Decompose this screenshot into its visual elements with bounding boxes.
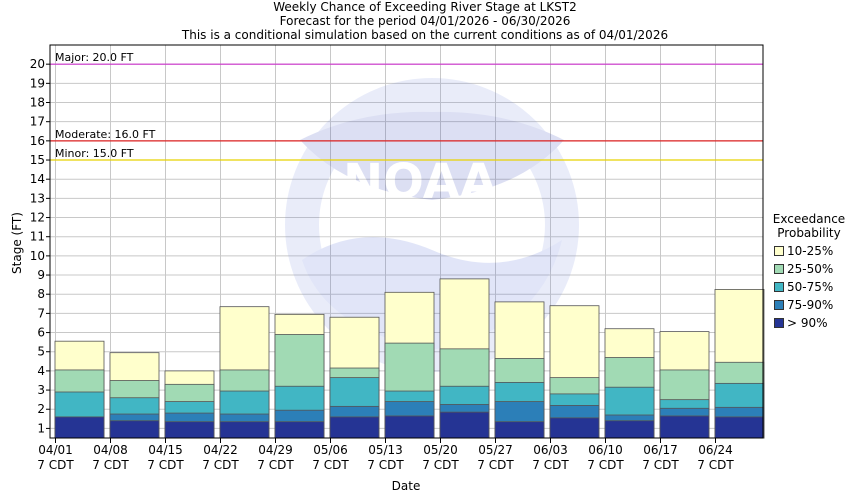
bar-05-06-s0 <box>329 416 380 439</box>
x-tick-label-4: 04/29 <box>258 443 293 457</box>
bar-06-24-s0 <box>714 416 765 439</box>
bar-06-03-s0 <box>549 417 600 439</box>
legend-label-2: 50-75% <box>787 280 834 294</box>
y-tick-label-16: 16 <box>30 134 45 148</box>
x-tick-sublabel-4: 7 CDT <box>257 458 294 472</box>
x-tick-label-9: 06/03 <box>533 443 568 457</box>
legend-title-line1: Exceedance <box>772 212 846 226</box>
x-axis-label: Date <box>392 479 421 493</box>
legend-label-1: 25-50% <box>787 262 834 276</box>
bar-05-13-s0 <box>384 415 435 439</box>
legend: Exceedance Probability 10-25% 25-50% 50-75… <box>768 212 850 330</box>
bar-04-15-s0 <box>164 421 215 439</box>
x-tick-label-1: 04/08 <box>93 443 128 457</box>
y-tick-label-7: 7 <box>37 306 45 320</box>
flood-label-2: Minor: 15.0 FT <box>55 147 134 160</box>
x-tick-label-7: 05/20 <box>423 443 458 457</box>
bar-05-20-s0 <box>439 411 490 439</box>
watermark-bird-icon <box>300 111 564 200</box>
legend-item-4: > 90% <box>768 316 850 330</box>
x-tick-label-11: 06/17 <box>643 443 678 457</box>
y-tick-label-6: 6 <box>37 326 45 340</box>
legend-item-0: 10-25% <box>768 244 850 258</box>
y-tick-label-8: 8 <box>37 287 45 301</box>
y-tick-label-18: 18 <box>30 96 45 110</box>
x-tick-sublabel-5: 7 CDT <box>312 458 349 472</box>
bar-04-08-s0 <box>109 420 160 439</box>
y-tick-label-14: 14 <box>30 172 45 186</box>
watermark-brand: NOAA <box>343 154 497 210</box>
x-tick-label-3: 04/22 <box>203 443 238 457</box>
x-tick-label-2: 04/15 <box>148 443 183 457</box>
x-tick-label-6: 05/13 <box>368 443 403 457</box>
x-tick-sublabel-10: 7 CDT <box>587 458 624 472</box>
y-tick-label-3: 3 <box>37 383 45 397</box>
legend-swatch-0 <box>774 246 784 256</box>
chart-subtitle-period: Forecast for the period 04/01/2026 - 06/… <box>279 14 571 28</box>
y-tick-label-13: 13 <box>30 191 45 205</box>
chart-title: Weekly Chance of Exceeding River Stage a… <box>273 0 577 14</box>
x-tick-sublabel-1: 7 CDT <box>92 458 129 472</box>
y-tick-label-19: 19 <box>30 76 45 90</box>
x-tick-sublabel-6: 7 CDT <box>367 458 404 472</box>
bar-04-01-s0 <box>54 416 105 439</box>
flood-label-0: Major: 20.0 FT <box>55 51 134 64</box>
y-tick-label-9: 9 <box>37 268 45 282</box>
x-tick-label-0: 04/01 <box>38 443 73 457</box>
legend-item-3: 75-90% <box>768 298 850 312</box>
x-tick-sublabel-9: 7 CDT <box>532 458 569 472</box>
bar-05-27-s0 <box>494 421 545 439</box>
flood-label-1: Moderate: 16.0 FT <box>55 128 156 141</box>
legend-swatch-1 <box>774 264 784 274</box>
x-tick-sublabel-11: 7 CDT <box>642 458 679 472</box>
y-tick-label-1: 1 <box>37 421 45 435</box>
x-tick-sublabel-12: 7 CDT <box>697 458 734 472</box>
bars <box>54 278 765 439</box>
chart-header: Weekly Chance of Exceeding River Stage a… <box>0 0 850 42</box>
bar-04-22-s0 <box>219 421 270 439</box>
legend-swatch-2 <box>774 282 784 292</box>
legend-items: 10-25% 25-50% 50-75% 75-90% > 90% <box>768 244 850 330</box>
chart-subtitle-conditions: This is a conditional simulation based o… <box>181 28 669 42</box>
x-tick-sublabel-2: 7 CDT <box>147 458 184 472</box>
x-tick-sublabel-0: 7 CDT <box>37 458 74 472</box>
bar-06-10-s0 <box>604 420 655 439</box>
flood-stage-lines: Major: 20.0 FT Moderate: 16.0 FT Minor: 15… <box>50 51 763 161</box>
legend-label-3: 75-90% <box>787 298 834 312</box>
legend-item-2: 50-75% <box>768 280 850 294</box>
y-tick-label-5: 5 <box>37 345 45 359</box>
bar-04-29-s0 <box>274 421 325 439</box>
y-tick-label-10: 10 <box>30 249 45 263</box>
x-tick-sublabel-3: 7 CDT <box>202 458 239 472</box>
bar-06-17-s0 <box>659 415 710 439</box>
x-tick-sublabel-7: 7 CDT <box>422 458 459 472</box>
legend-title-line2: Probability <box>777 226 841 240</box>
y-tick-label-11: 11 <box>30 230 45 244</box>
legend-swatch-4 <box>774 318 784 328</box>
y-tick-label-4: 4 <box>37 364 45 378</box>
legend-label-4: > 90% <box>787 316 828 330</box>
legend-item-1: 25-50% <box>768 262 850 276</box>
plot-border <box>49 44 764 439</box>
legend-swatch-3 <box>774 300 784 310</box>
y-tick-label-20: 20 <box>30 57 45 71</box>
x-tick-label-8: 05/27 <box>478 443 513 457</box>
y-tick-label-15: 15 <box>30 153 45 167</box>
y-tick-label-2: 2 <box>37 402 45 416</box>
y-axis-label: Stage (FT) <box>10 212 24 274</box>
x-tick-sublabel-8: 7 CDT <box>477 458 514 472</box>
y-tick-label-12: 12 <box>30 211 45 225</box>
legend-label-0: 10-25% <box>787 244 834 258</box>
y-tick-label-17: 17 <box>30 115 45 129</box>
x-tick-label-10: 06/10 <box>588 443 623 457</box>
x-tick-label-5: 05/06 <box>313 443 348 457</box>
x-tick-label-12: 06/24 <box>698 443 733 457</box>
